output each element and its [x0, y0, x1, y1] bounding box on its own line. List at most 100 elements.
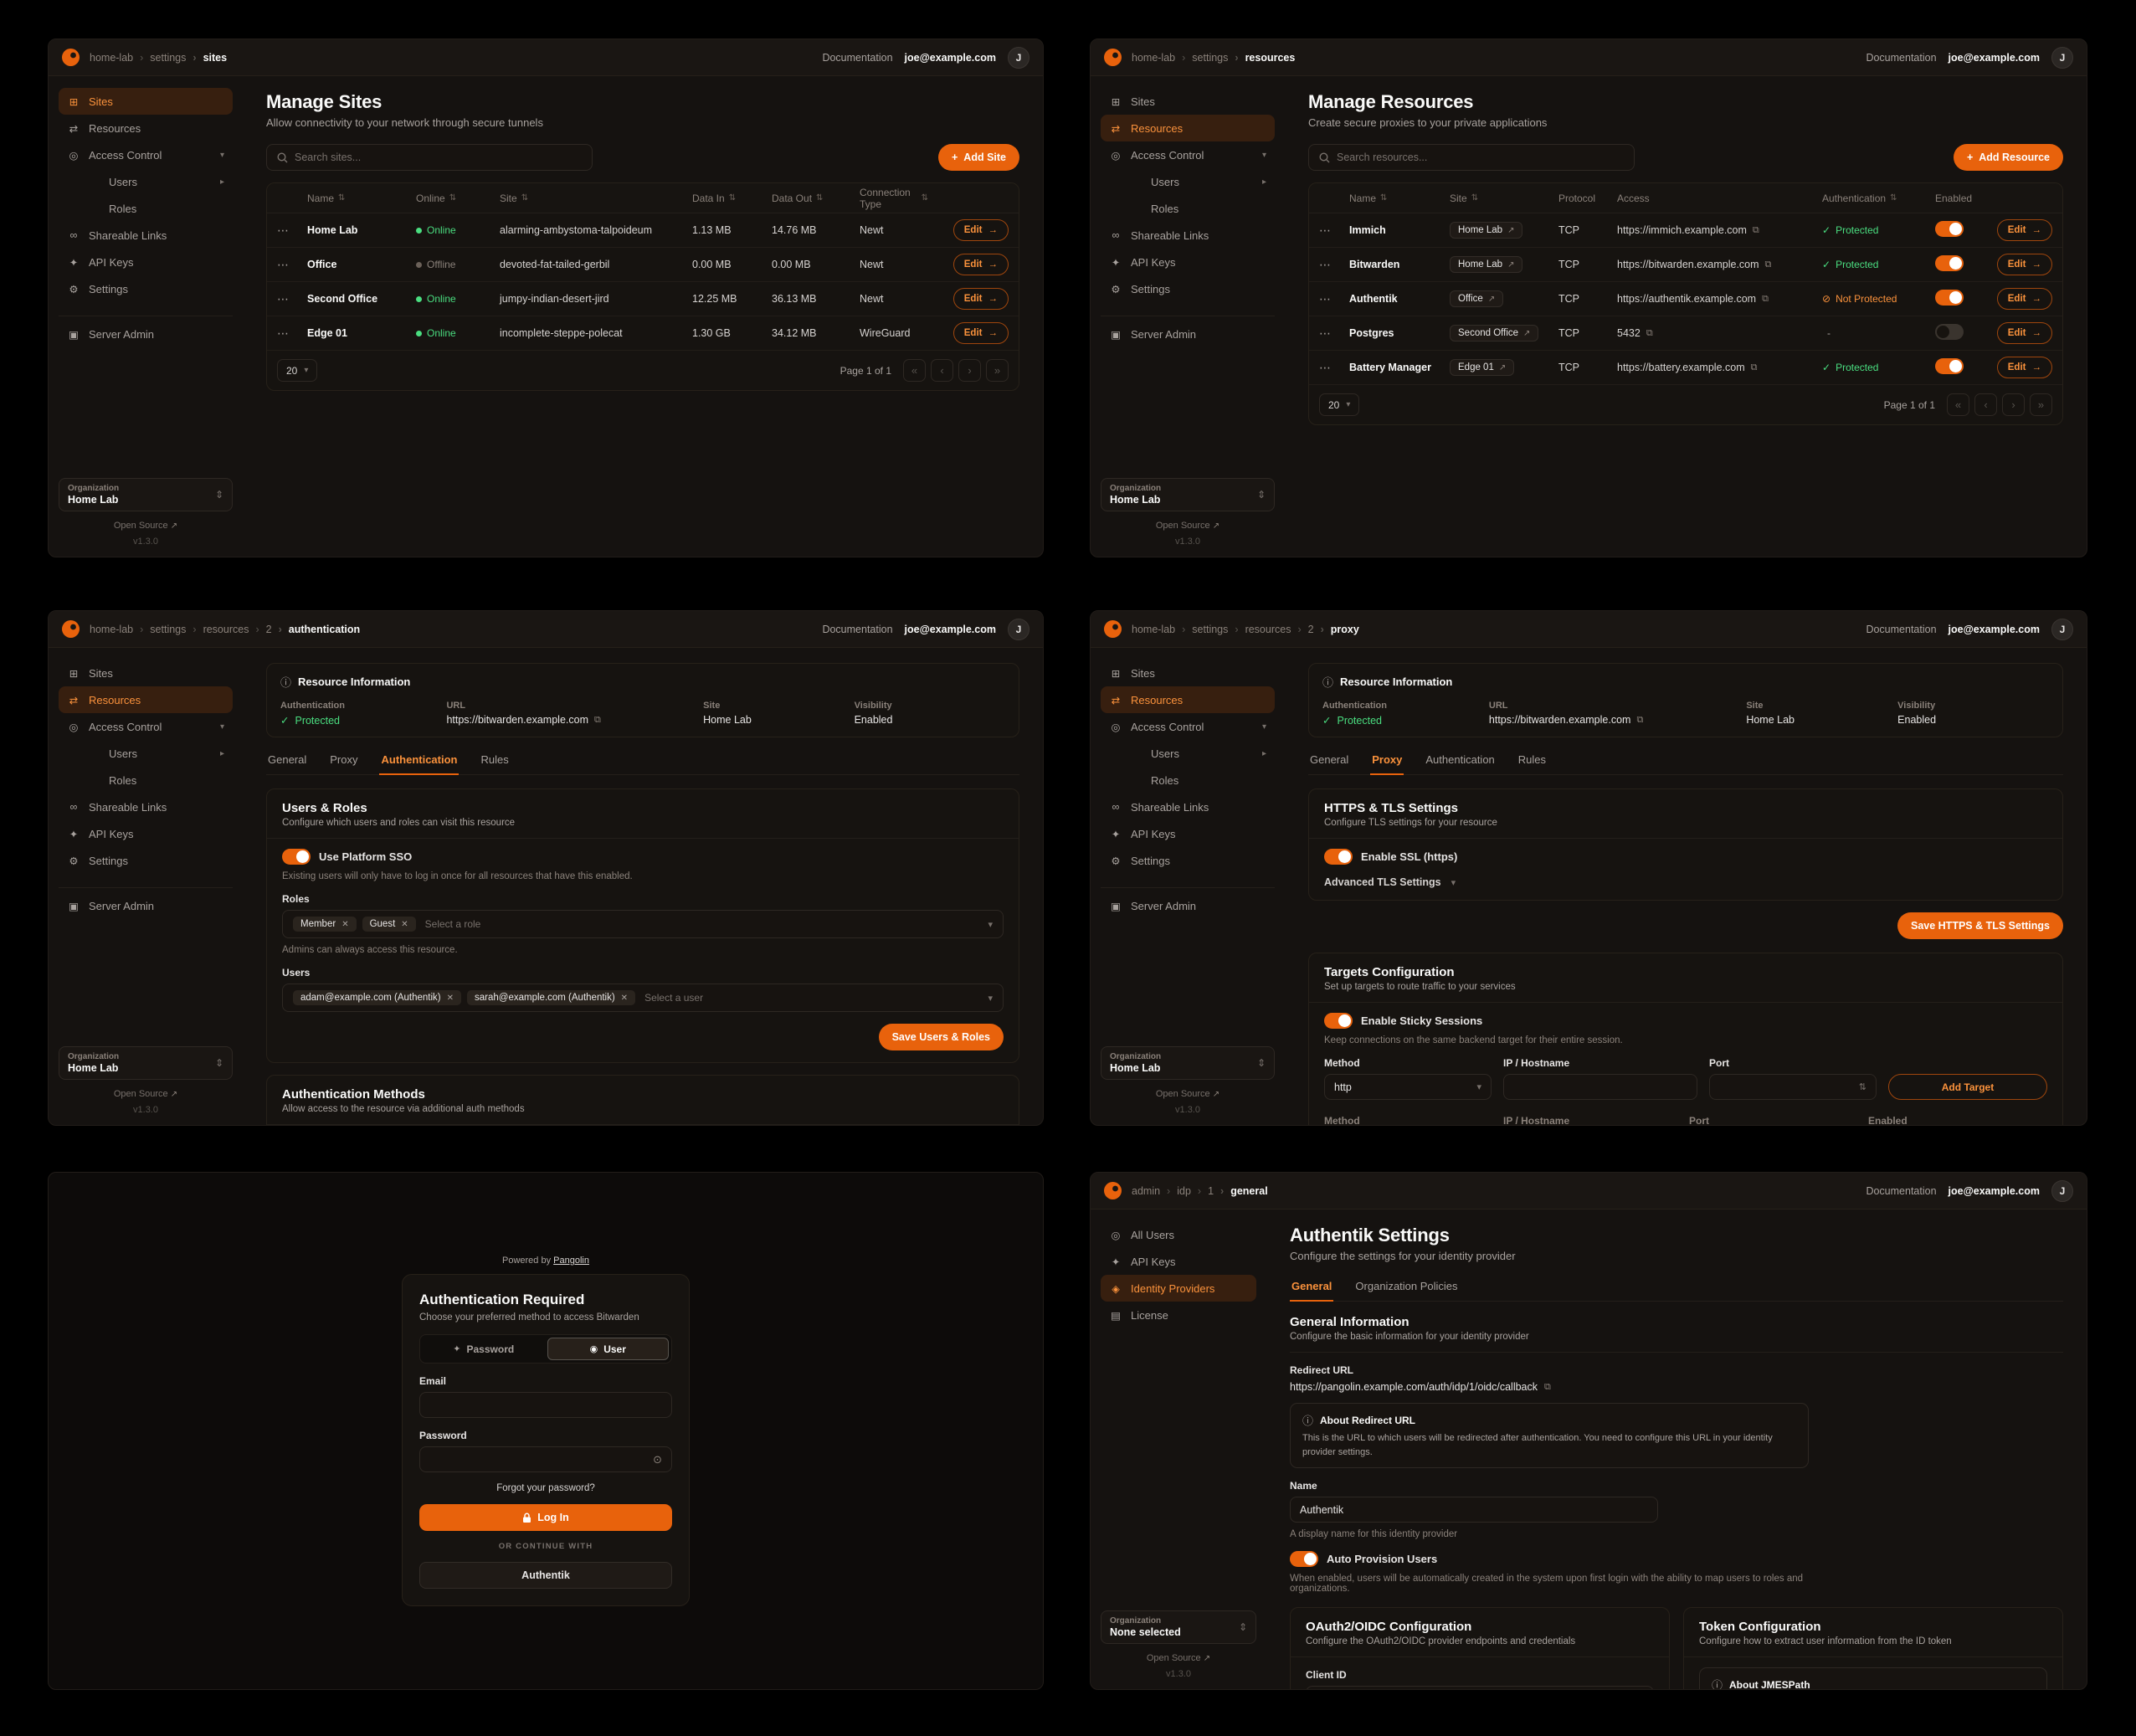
open-source-link[interactable]: Open Source ↗ — [113, 1089, 178, 1099]
sidebar-item[interactable]: ✦ API Keys — [1101, 1248, 1256, 1275]
edit-resource-button[interactable]: Edit → — [1996, 254, 2052, 275]
column-header[interactable]: Site ⇅ — [1450, 192, 1479, 204]
column-header[interactable]: Authentication ⇅ — [1822, 192, 1897, 204]
authentik-button[interactable]: Authentik — [419, 1562, 672, 1589]
row-menu-button[interactable]: ⋯ — [1319, 223, 1332, 237]
column-header[interactable]: Protocol — [1558, 192, 1596, 204]
remove-chip-icon[interactable]: ✕ — [446, 993, 454, 1003]
save-https-tls-button[interactable]: Save HTTPS & TLS Settings — [1897, 912, 2063, 939]
breadcrumb-item[interactable]: settings — [133, 624, 186, 635]
user-avatar[interactable]: J — [1008, 46, 1029, 69]
users-select[interactable]: adam@example.com (Authentik) ✕ sarah@examp… — [282, 984, 1004, 1012]
column-header[interactable]: Name ⇅ — [1349, 192, 1388, 204]
breadcrumb-item[interactable]: settings — [1175, 52, 1228, 64]
copy-icon[interactable]: ⧉ — [1762, 293, 1769, 304]
add-resource-button[interactable]: + Add Resource — [1953, 144, 2063, 171]
sidebar-item[interactable]: ⚙ Settings — [1101, 847, 1275, 874]
platform-sso-toggle[interactable] — [282, 849, 311, 865]
copy-icon[interactable]: ⧉ — [1752, 224, 1759, 235]
edit-resource-button[interactable]: Edit → — [1996, 219, 2052, 241]
remove-chip-icon[interactable]: ✕ — [620, 993, 629, 1003]
organization-selector[interactable]: Organization Home Lab ⇕ — [1101, 478, 1275, 511]
user-avatar[interactable]: J — [2051, 618, 2073, 640]
edit-resource-button[interactable]: Edit → — [1996, 357, 2052, 378]
user-avatar[interactable]: J — [2051, 46, 2073, 69]
next-page-button[interactable]: › — [958, 359, 981, 382]
tab[interactable]: Proxy — [1370, 747, 1404, 775]
user-email[interactable]: joe@example.com — [904, 51, 996, 64]
tab[interactable]: Authentication — [379, 747, 460, 775]
sidebar-item[interactable]: ✦ API Keys — [59, 249, 233, 275]
first-page-button[interactable]: « — [1947, 393, 1969, 416]
search-resources[interactable] — [1308, 144, 1635, 171]
sidebar-item[interactable]: ◈ Identity Providers — [1101, 1275, 1256, 1302]
breadcrumb-item[interactable]: settings — [1175, 624, 1228, 635]
copy-icon[interactable]: ⧉ — [1636, 714, 1644, 725]
user-chip[interactable]: sarah@example.com (Authentik) ✕ — [467, 990, 636, 1005]
copy-icon[interactable]: ⧉ — [1646, 327, 1653, 338]
sidebar-item[interactable]: ⊞ Sites — [59, 88, 233, 115]
search-sites[interactable] — [266, 144, 593, 171]
enabled-toggle[interactable] — [1935, 358, 1964, 374]
open-source-link[interactable]: Open Source ↗ — [1146, 1653, 1211, 1663]
user-email[interactable]: joe@example.com — [904, 623, 996, 635]
sidebar-item[interactable]: ◎ All Users — [1101, 1221, 1256, 1248]
sidebar-item[interactable]: ◎ Access Control ▾ — [59, 141, 233, 168]
email-field[interactable] — [429, 1399, 662, 1411]
column-header[interactable]: Site ⇅ — [500, 192, 529, 204]
enabled-toggle[interactable] — [1935, 221, 1964, 237]
copy-icon[interactable]: ⧉ — [1544, 1381, 1551, 1392]
breadcrumb-item[interactable]: home-lab — [90, 623, 134, 635]
column-header[interactable]: Enabled — [1935, 192, 1973, 204]
row-menu-button[interactable]: ⋯ — [277, 291, 290, 306]
copy-icon[interactable]: ⧉ — [593, 714, 601, 725]
sidebar-item[interactable]: ⇄ Resources — [59, 686, 233, 713]
edit-site-button[interactable]: Edit → — [952, 219, 1009, 241]
site-link-badge[interactable]: Edge 01 ↗ — [1450, 359, 1515, 376]
rows-per-page-select[interactable]: 20 ▾ — [1319, 393, 1360, 416]
breadcrumb-item[interactable]: home-lab — [1132, 51, 1176, 64]
password-field[interactable]: ⊙ — [419, 1446, 672, 1472]
copy-icon[interactable]: ⧉ — [1750, 362, 1758, 372]
organization-selector[interactable]: Organization Home Lab ⇕ — [59, 478, 233, 511]
search-sites-input[interactable] — [295, 152, 582, 163]
role-chip[interactable]: Member ✕ — [293, 917, 357, 932]
ip-hostname-input[interactable] — [1513, 1081, 1687, 1093]
user-email[interactable]: joe@example.com — [1948, 623, 2040, 635]
last-page-button[interactable]: » — [2030, 393, 2052, 416]
user-email[interactable]: joe@example.com — [1948, 1184, 2040, 1197]
row-menu-button[interactable]: ⋯ — [277, 223, 290, 237]
prev-page-button[interactable]: ‹ — [1974, 393, 1997, 416]
enabled-toggle[interactable] — [1935, 255, 1964, 271]
login-button[interactable]: Log In — [419, 1504, 672, 1531]
search-resources-input[interactable] — [1337, 152, 1624, 163]
save-users-roles-button[interactable]: Save Users & Roles — [878, 1024, 1004, 1050]
sidebar-item[interactable]: Roles — [79, 195, 233, 222]
documentation-link[interactable]: Documentation — [822, 623, 893, 635]
sidebar-item[interactable]: ⊞ Sites — [1101, 88, 1275, 115]
method-select[interactable]: http ▾ — [1324, 1074, 1492, 1100]
breadcrumb-item[interactable]: 1 — [1191, 1185, 1214, 1197]
column-header[interactable]: Data Out ⇅ — [772, 192, 824, 204]
sidebar-item[interactable]: ⚙ Settings — [59, 275, 233, 302]
user-email[interactable]: joe@example.com — [1948, 51, 2040, 64]
sidebar-item[interactable]: ◎ Access Control ▾ — [1101, 713, 1275, 740]
breadcrumb-item[interactable]: resources — [1228, 52, 1296, 64]
column-header[interactable]: Name ⇅ — [307, 192, 346, 204]
sidebar-item[interactable]: ◎ Access Control ▾ — [1101, 141, 1275, 168]
enabled-toggle[interactable] — [1935, 290, 1964, 306]
add-site-button[interactable]: + Add Site — [937, 144, 1019, 171]
open-source-link[interactable]: Open Source ↗ — [1155, 1089, 1220, 1099]
edit-site-button[interactable]: Edit → — [952, 288, 1009, 310]
sidebar-item[interactable]: Users ▸ — [1121, 740, 1275, 767]
organization-selector[interactable]: Organization None selected ⇕ — [1101, 1610, 1256, 1644]
row-menu-button[interactable]: ⋯ — [1319, 257, 1332, 271]
remove-chip-icon[interactable]: ✕ — [401, 919, 408, 929]
sidebar-item[interactable]: ✦ API Keys — [1101, 249, 1275, 275]
port-input[interactable]: ⇅ — [1709, 1074, 1877, 1100]
user-avatar[interactable]: J — [1008, 618, 1029, 640]
site-link-badge[interactable]: Home Lab ↗ — [1450, 256, 1523, 273]
documentation-link[interactable]: Documentation — [1866, 51, 1937, 64]
auto-provision-toggle[interactable] — [1290, 1551, 1318, 1567]
edit-site-button[interactable]: Edit → — [952, 254, 1009, 275]
